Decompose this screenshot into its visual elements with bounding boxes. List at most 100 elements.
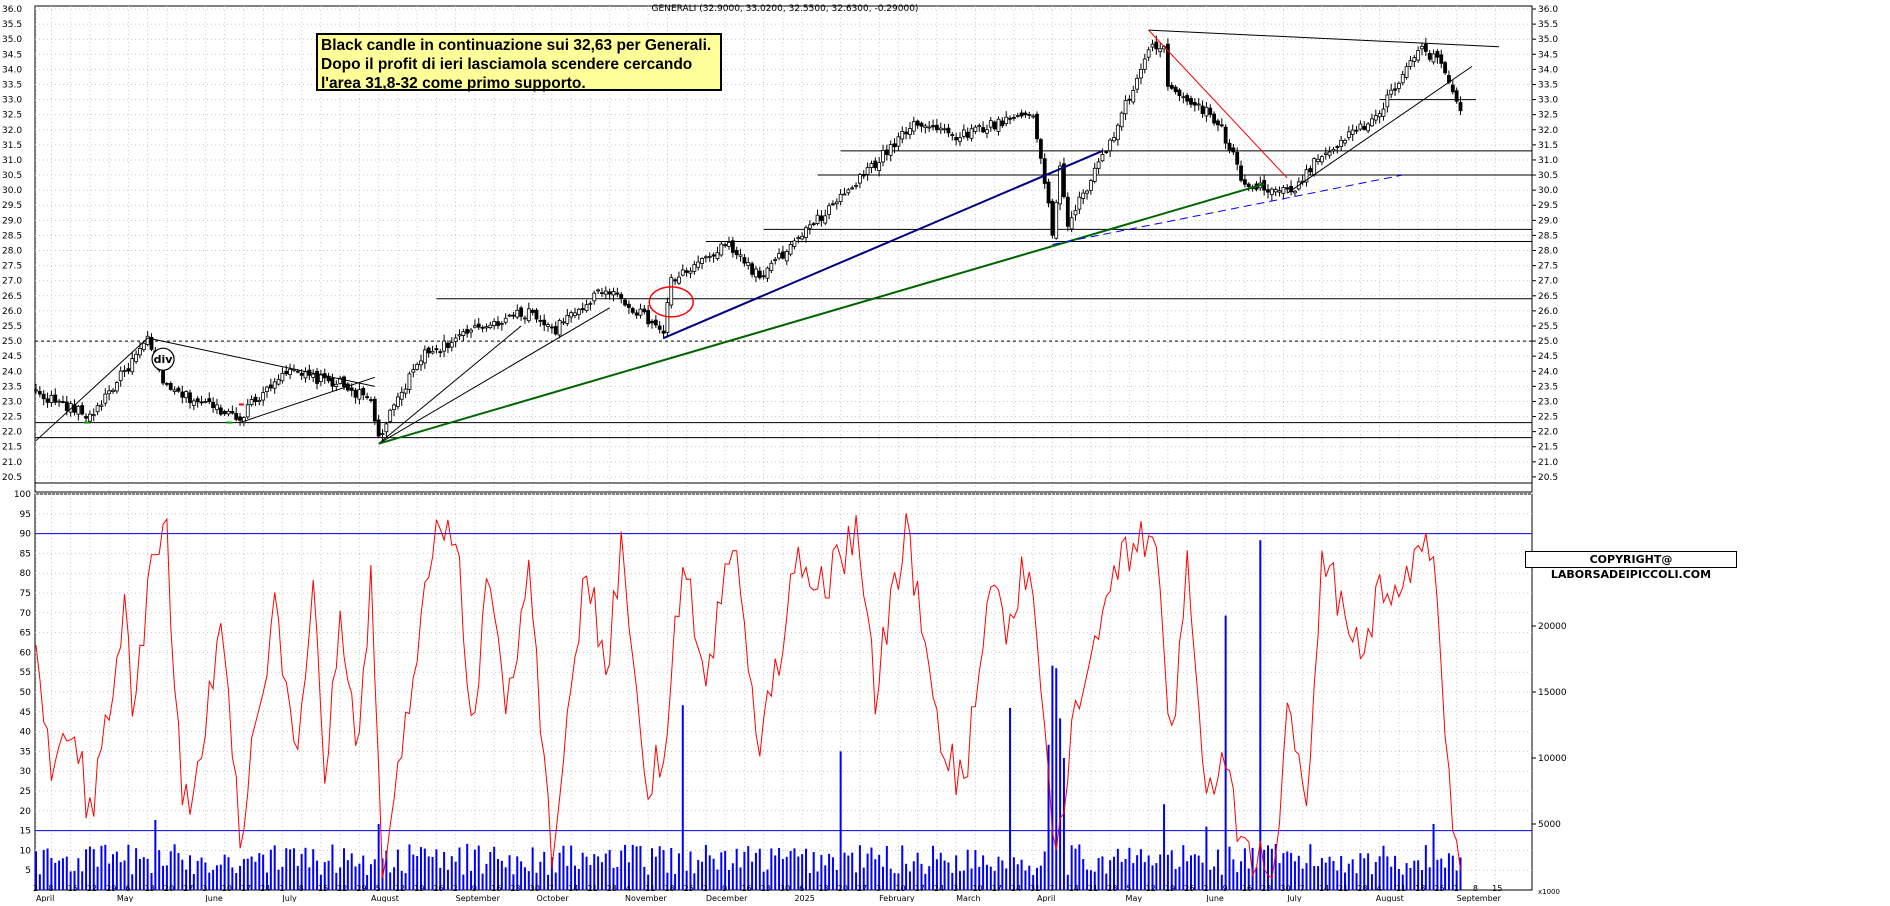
candle-body xyxy=(603,290,608,295)
y-tick-label-left: 33.0 xyxy=(2,96,22,106)
candle-body xyxy=(569,312,574,318)
candle-body xyxy=(1008,117,1012,120)
candle xyxy=(1266,184,1270,199)
candle-body xyxy=(688,270,693,274)
candle xyxy=(1131,85,1136,105)
candle-body xyxy=(1185,95,1190,102)
candle xyxy=(1393,82,1397,96)
candle-body xyxy=(1439,54,1444,64)
osc-tick-label: 80 xyxy=(20,569,32,579)
osc-tick-label: 70 xyxy=(20,609,32,619)
candle-body xyxy=(95,405,100,413)
candle-body xyxy=(34,389,38,392)
candle xyxy=(965,127,970,141)
candle-body xyxy=(338,377,343,384)
y-tick-label-left: 35.0 xyxy=(2,35,22,45)
candle-body xyxy=(1135,77,1139,90)
x-tick-label: 17 xyxy=(915,884,925,893)
candle-body xyxy=(1189,98,1193,105)
x-month-label: April xyxy=(1037,894,1055,902)
candle xyxy=(1042,153,1047,189)
trendline xyxy=(147,337,375,387)
candle xyxy=(811,221,816,227)
candle xyxy=(1227,139,1232,154)
x-tick-label: 11 xyxy=(1396,884,1406,893)
candle xyxy=(1458,96,1463,116)
candle xyxy=(881,144,885,167)
candle xyxy=(650,319,654,329)
candle xyxy=(1235,147,1240,171)
y-tick-label-right: 33.5 xyxy=(1538,80,1558,90)
candle-body xyxy=(719,243,724,256)
candle xyxy=(453,333,458,348)
x-tick-label: 2 xyxy=(453,884,458,893)
candle xyxy=(1239,160,1243,183)
osc-tick-label: 10 xyxy=(20,846,32,856)
osc-tick-label: 90 xyxy=(20,530,32,540)
osc-tick-label: 25 xyxy=(20,787,31,797)
candle-body xyxy=(877,162,882,171)
candle-body xyxy=(99,404,104,407)
x-month-label: July xyxy=(281,894,297,902)
candle-body xyxy=(434,348,439,351)
candle-body xyxy=(1015,115,1020,117)
candle-body xyxy=(981,127,985,133)
candle-body xyxy=(1089,180,1093,191)
x-tick-label: 4 xyxy=(1377,884,1382,893)
candle-body xyxy=(253,396,258,403)
candle-body xyxy=(619,294,624,299)
candle xyxy=(353,387,358,404)
candle-body xyxy=(588,302,593,305)
candle-body xyxy=(503,317,508,323)
candle xyxy=(1412,54,1417,68)
candle-body xyxy=(1219,124,1224,127)
candle-body xyxy=(1246,183,1251,188)
x-tick-label: 12 xyxy=(1146,884,1156,893)
candle xyxy=(769,260,774,274)
candle-body xyxy=(1196,103,1201,106)
x-tick-label: 24 xyxy=(260,884,270,893)
x-tick-label: 15 xyxy=(1492,884,1502,893)
candle xyxy=(742,253,747,267)
candle xyxy=(1166,38,1170,91)
candle-body xyxy=(1393,88,1397,91)
candle-body xyxy=(1173,86,1178,93)
candle xyxy=(272,378,277,394)
candle xyxy=(503,313,508,325)
candle-body xyxy=(761,275,766,278)
candle xyxy=(1181,92,1186,104)
candle-body xyxy=(1373,115,1378,121)
candle xyxy=(334,380,339,392)
candle xyxy=(1273,186,1278,197)
candle xyxy=(915,119,920,129)
candle-body xyxy=(1235,151,1240,165)
candle xyxy=(877,157,882,177)
candle xyxy=(1054,199,1059,240)
candle-body xyxy=(623,299,627,306)
y-tick-label-left: 22.0 xyxy=(2,428,22,438)
candle-body xyxy=(164,383,169,385)
candle-body xyxy=(858,174,862,184)
candle-body xyxy=(1316,158,1320,162)
candle xyxy=(1381,102,1386,121)
x-tick-label: 2 xyxy=(703,884,708,893)
x-tick-label: 22 xyxy=(87,884,97,893)
candle-body xyxy=(1304,169,1309,183)
candle xyxy=(1439,49,1444,69)
note-line: Dopo il profit di ieri lasciamola scende… xyxy=(321,56,693,73)
candle-body xyxy=(403,388,408,394)
y-tick-label-left: 25.5 xyxy=(2,322,22,332)
candle-body xyxy=(773,259,778,261)
candle-body xyxy=(430,350,435,354)
candle xyxy=(1069,211,1074,233)
x-tick-label: 30 xyxy=(530,884,540,893)
candle xyxy=(542,314,547,332)
candle xyxy=(888,140,893,162)
x-tick-label: 23 xyxy=(1261,884,1271,893)
candle-body xyxy=(1108,139,1113,152)
candle-body xyxy=(1416,49,1421,61)
candle xyxy=(865,162,870,181)
candle xyxy=(1219,118,1224,128)
candle xyxy=(1077,191,1082,215)
x-tick-label: 7 xyxy=(1049,884,1054,893)
